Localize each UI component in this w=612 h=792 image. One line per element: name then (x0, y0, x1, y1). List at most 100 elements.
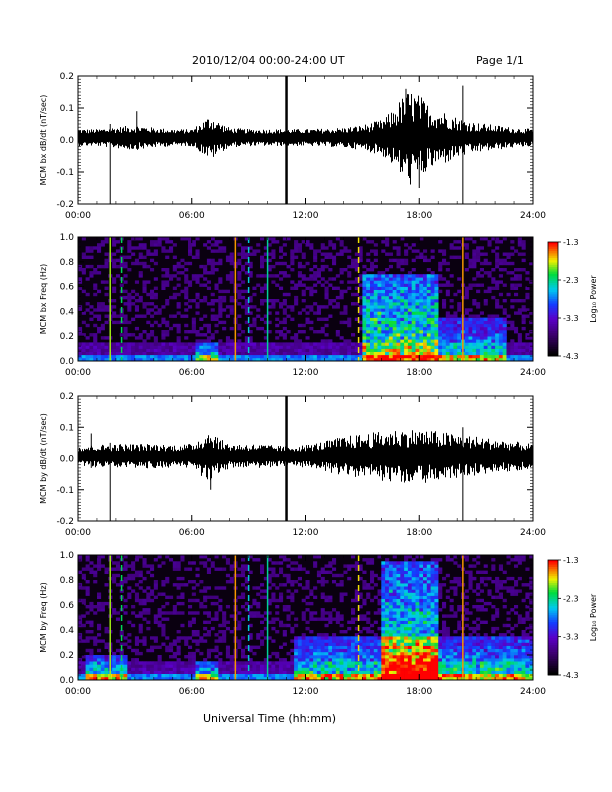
heatmap-cell (445, 351, 450, 356)
heatmap-cell (392, 314, 397, 318)
heatmap-cell (407, 651, 412, 656)
heatmap-cell (256, 345, 261, 349)
heatmap-cell (351, 280, 356, 284)
heatmap-cell (260, 357, 265, 362)
heatmap-cell (138, 336, 143, 340)
heatmap-cell (407, 292, 412, 297)
heatmap-cell (78, 664, 83, 668)
heatmap-cell (134, 636, 139, 640)
heatmap-cell (411, 586, 416, 590)
heatmap-cell (225, 305, 230, 309)
heatmap-cell (483, 299, 488, 303)
heatmap-cell (161, 661, 166, 665)
heatmap-cell (517, 354, 522, 359)
heatmap-cell (498, 339, 503, 343)
heatmap-cell (275, 283, 280, 287)
heatmap-cell (267, 243, 272, 247)
heatmap-cell (358, 246, 363, 250)
heatmap-cell (225, 255, 230, 259)
heatmap-cell (241, 655, 246, 659)
heatmap-cell (244, 564, 249, 568)
heatmap-cell (430, 336, 435, 340)
heatmap-cell (305, 336, 310, 340)
heatmap-cell (335, 664, 340, 668)
heatmap-cell (404, 342, 409, 346)
heatmap-cell (339, 295, 344, 300)
heatmap-cell (195, 345, 200, 349)
heatmap-cell (241, 255, 246, 259)
heatmap-cell (229, 295, 234, 300)
heatmap-cell (400, 586, 405, 590)
heatmap-cell (339, 651, 344, 656)
heatmap-cell (78, 661, 83, 665)
heatmap-cell (370, 664, 375, 668)
heatmap-cell (407, 576, 412, 581)
heatmap-cell (313, 639, 318, 643)
heatmap-cell (85, 611, 90, 615)
heatmap-cell (218, 342, 223, 346)
heatmap-cell (377, 330, 382, 334)
heatmap-cell (263, 676, 268, 681)
heatmap-cell (442, 317, 447, 321)
heatmap-cell (423, 623, 428, 628)
heatmap-cell (195, 277, 200, 281)
heatmap-cell (305, 345, 310, 349)
heatmap-cell (286, 237, 291, 241)
heatmap-cell (237, 314, 242, 318)
heatmap-cell (453, 317, 458, 321)
heatmap-cell (328, 277, 333, 281)
heatmap-cell (206, 614, 211, 618)
heatmap-cell (373, 357, 378, 362)
heatmap-cell (426, 292, 431, 297)
heatmap-cell (225, 648, 230, 653)
heatmap-cell (161, 305, 166, 309)
heatmap-cell (203, 586, 208, 590)
heatmap-cell (176, 661, 181, 665)
heatmap-cell (229, 614, 234, 618)
heatmap-cell (404, 336, 409, 340)
heatmap-cell (263, 252, 268, 256)
heatmap-cell (385, 354, 390, 359)
heatmap-cell (93, 308, 98, 312)
heatmap-cell (89, 567, 94, 571)
heatmap-cell (354, 280, 359, 284)
heatmap-cell (316, 573, 321, 578)
heatmap-cell (157, 611, 162, 615)
heatmap-cell (385, 642, 390, 646)
heatmap-cell (411, 636, 416, 640)
heatmap-cell (134, 280, 139, 284)
heatmap-cell (442, 305, 447, 309)
heatmap-cell (449, 305, 454, 309)
heatmap-cell (411, 308, 416, 312)
heatmap-cell (297, 576, 302, 581)
heatmap-cell (366, 252, 371, 256)
heatmap-cell (415, 302, 420, 306)
heatmap-cell (237, 626, 242, 631)
colorbar-cell (548, 271, 558, 275)
heatmap-cell (309, 354, 314, 359)
heatmap-cell (370, 280, 375, 284)
heatmap-cell (127, 595, 132, 599)
heatmap-cell (115, 583, 120, 587)
heatmap-cell (472, 249, 477, 253)
heatmap-cell (419, 601, 424, 606)
heatmap-cell (203, 664, 208, 668)
heatmap-cell (225, 651, 230, 656)
heatmap-cell (423, 348, 428, 352)
heatmap-cell (123, 611, 128, 615)
heatmap-cell (112, 351, 117, 356)
heatmap-cell (206, 330, 211, 334)
heatmap-cell (362, 286, 367, 290)
heatmap-cell (195, 567, 200, 571)
heatmap-cell (119, 583, 124, 587)
heatmap-cell (282, 633, 287, 637)
heatmap-cell (119, 642, 124, 646)
heatmap-cell (373, 670, 378, 674)
heatmap-cell (377, 645, 382, 649)
heatmap-cell (362, 305, 367, 309)
heatmap-cell (206, 345, 211, 349)
heatmap-cell (415, 658, 420, 662)
heatmap-cell (134, 648, 139, 653)
heatmap-cell (188, 252, 193, 256)
heatmap-cell (491, 295, 496, 300)
